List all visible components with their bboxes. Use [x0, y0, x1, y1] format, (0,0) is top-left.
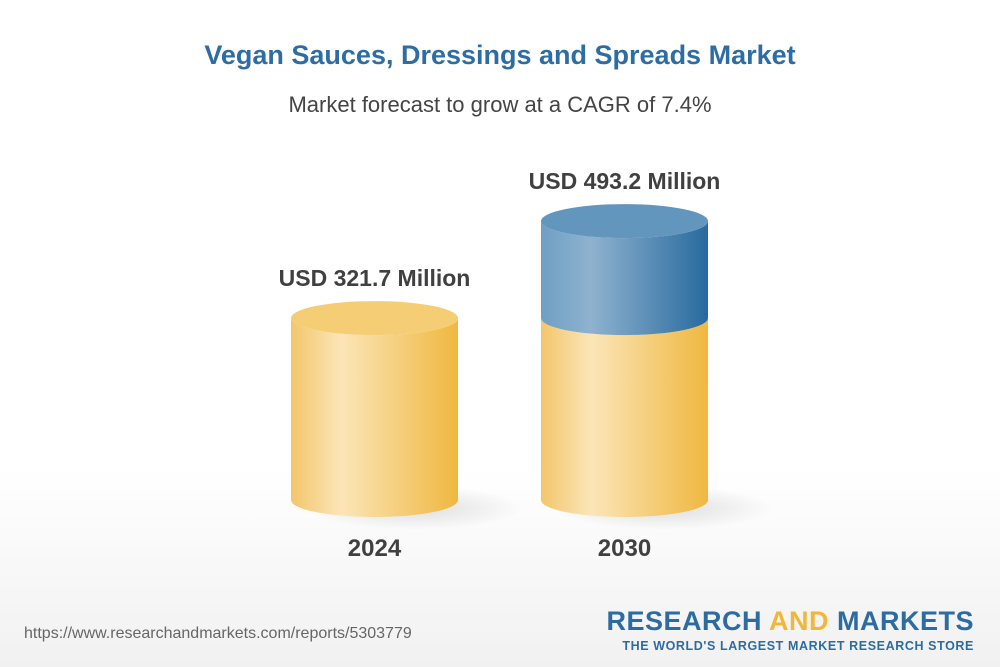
chart-subtitle: Market forecast to grow at a CAGR of 7.4…: [288, 92, 712, 117]
bar-2030-growth: [541, 221, 708, 336]
research-and-markets-logo: RESEARCH AND MARKETS THE WORLD'S LARGEST…: [606, 606, 974, 653]
logo-text-and: AND: [769, 606, 829, 636]
logo-text: RESEARCH: [606, 606, 769, 636]
bar-top-2024: [291, 301, 458, 336]
category-label: 2030: [598, 535, 651, 562]
data-label: USD 321.7 Million: [279, 265, 471, 291]
logo-tagline: THE WORLD'S LARGEST MARKET RESEARCH STOR…: [622, 639, 974, 653]
cylinder-chart: USD 321.7 Million 2024 USD 493.2 Million 20…: [279, 168, 774, 562]
chart-title: Vegan Sauces, Dressings and Spreads Mark…: [204, 40, 796, 70]
category-label: 2024: [348, 535, 402, 562]
bar-top-2030: [541, 204, 708, 239]
logo-text: MARKETS: [829, 606, 974, 636]
bar-2024-base: [291, 318, 459, 517]
bar-2030-base: [541, 318, 708, 517]
report-url[interactable]: https://www.researchandmarkets.com/repor…: [24, 625, 412, 642]
data-label: USD 493.2 Million: [529, 168, 721, 194]
